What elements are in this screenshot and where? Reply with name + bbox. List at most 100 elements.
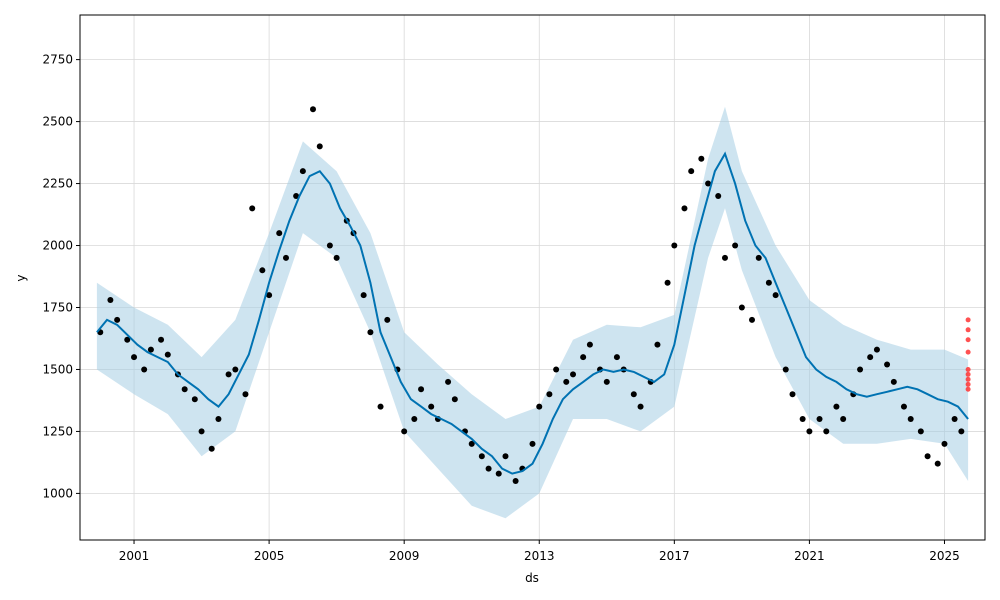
forecast-line bbox=[96, 151, 969, 475]
forecast-line-layer bbox=[96, 151, 969, 475]
observed-point bbox=[823, 428, 830, 435]
observed-point bbox=[782, 366, 789, 373]
observed-point bbox=[715, 192, 722, 199]
observed-point bbox=[191, 396, 198, 403]
observed-point bbox=[900, 403, 907, 410]
observed-point bbox=[681, 205, 688, 212]
x-axis-ticks: 2001 2005 2009 2013 2017 2021 2025 bbox=[119, 540, 960, 563]
observed-point bbox=[738, 304, 745, 311]
observed-point bbox=[107, 297, 114, 304]
y-axis-title: y bbox=[14, 274, 28, 281]
flagged-point bbox=[965, 371, 971, 377]
observed-point bbox=[705, 180, 712, 187]
observed-point bbox=[630, 391, 637, 398]
observed-point bbox=[907, 416, 914, 423]
observed-point bbox=[502, 453, 509, 460]
observed-point bbox=[721, 254, 728, 261]
observed-point bbox=[867, 354, 874, 361]
observed-point bbox=[215, 416, 222, 423]
y-tick-label: 2250 bbox=[42, 177, 73, 191]
observed-points-layer bbox=[97, 106, 965, 485]
observed-point bbox=[276, 230, 283, 237]
observed-point bbox=[748, 316, 755, 323]
observed-point bbox=[654, 341, 661, 348]
x-tick-label: 2001 bbox=[119, 549, 150, 563]
observed-point bbox=[840, 416, 847, 423]
observed-point bbox=[468, 440, 475, 447]
observed-point bbox=[857, 366, 864, 373]
uncertainty-band bbox=[96, 106, 969, 519]
observed-point bbox=[377, 403, 384, 410]
observed-point bbox=[536, 403, 543, 410]
observed-point bbox=[225, 371, 232, 378]
observed-point bbox=[553, 366, 560, 373]
observed-point bbox=[873, 346, 880, 353]
x-tick-label: 2005 bbox=[254, 549, 285, 563]
observed-point bbox=[124, 336, 131, 343]
observed-point bbox=[259, 267, 266, 274]
observed-point bbox=[401, 428, 408, 435]
x-axis-title: ds bbox=[525, 571, 539, 585]
observed-point bbox=[316, 143, 323, 150]
flagged-point bbox=[965, 376, 971, 382]
observed-point bbox=[951, 416, 958, 423]
observed-point bbox=[198, 428, 205, 435]
observed-point bbox=[266, 292, 273, 299]
flagged-point bbox=[965, 381, 971, 387]
x-tick-label: 2021 bbox=[794, 549, 825, 563]
x-tick-label: 2013 bbox=[524, 549, 555, 563]
observed-point bbox=[688, 168, 695, 175]
observed-point bbox=[698, 155, 705, 162]
observed-point bbox=[917, 428, 924, 435]
flagged-point bbox=[965, 366, 971, 372]
flagged-point bbox=[965, 386, 971, 392]
observed-point bbox=[772, 292, 779, 299]
observed-point bbox=[941, 440, 948, 447]
observed-point bbox=[114, 316, 121, 323]
observed-point bbox=[671, 242, 678, 249]
observed-point bbox=[333, 254, 340, 261]
observed-point bbox=[833, 403, 840, 410]
observed-point bbox=[282, 254, 289, 261]
observed-point bbox=[428, 403, 435, 410]
observed-point bbox=[755, 254, 762, 261]
observed-point bbox=[603, 378, 610, 385]
y-tick-label: 1000 bbox=[42, 486, 73, 500]
observed-point bbox=[924, 453, 931, 460]
observed-point bbox=[451, 396, 458, 403]
observed-point bbox=[495, 470, 502, 477]
observed-point bbox=[570, 371, 577, 378]
observed-point bbox=[563, 378, 570, 385]
observed-point bbox=[816, 416, 823, 423]
y-tick-label: 1250 bbox=[42, 424, 73, 438]
observed-point bbox=[418, 386, 425, 393]
observed-point bbox=[360, 292, 367, 299]
observed-point bbox=[485, 465, 492, 472]
y-tick-label: 2750 bbox=[42, 53, 73, 67]
y-tick-label: 2500 bbox=[42, 115, 73, 129]
observed-point bbox=[131, 354, 138, 361]
observed-point bbox=[732, 242, 739, 249]
observed-point bbox=[586, 341, 593, 348]
y-tick-label: 1500 bbox=[42, 362, 73, 376]
observed-point bbox=[158, 336, 165, 343]
observed-point bbox=[181, 386, 188, 393]
observed-point bbox=[664, 279, 671, 286]
observed-point bbox=[384, 316, 391, 323]
observed-point bbox=[478, 453, 485, 460]
observed-point bbox=[310, 106, 317, 113]
observed-point bbox=[890, 378, 897, 385]
observed-point bbox=[147, 346, 154, 353]
flagged-point bbox=[965, 317, 971, 323]
y-tick-label: 1750 bbox=[42, 300, 73, 314]
flagged-point bbox=[965, 327, 971, 333]
observed-point bbox=[799, 416, 806, 423]
observed-point bbox=[164, 351, 171, 358]
uncertainty-band-layer bbox=[96, 106, 969, 519]
flagged-points-layer bbox=[965, 317, 971, 392]
observed-point bbox=[546, 391, 553, 398]
observed-point bbox=[293, 192, 300, 199]
x-tick-label: 2025 bbox=[929, 549, 960, 563]
observed-point bbox=[249, 205, 256, 212]
observed-point bbox=[789, 391, 796, 398]
